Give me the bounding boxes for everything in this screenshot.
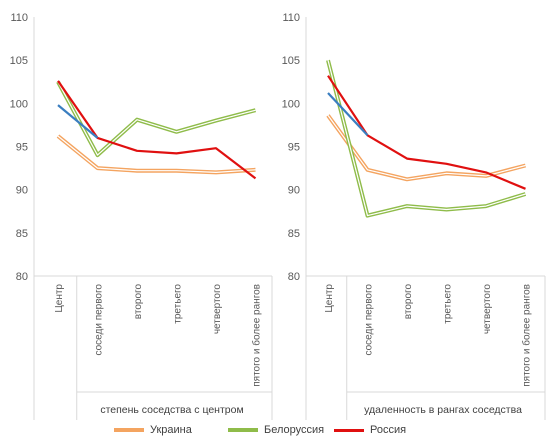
group-label: степень соседства с центром bbox=[100, 404, 243, 416]
y-tick-label: 95 bbox=[16, 142, 28, 154]
y-tick-label: 110 bbox=[282, 12, 300, 24]
series-line-1-inner bbox=[327, 60, 526, 217]
y-tick-label: 110 bbox=[10, 12, 28, 24]
x-tick-label: Центр bbox=[324, 284, 335, 313]
legend-label-ukraine: Украина bbox=[150, 424, 192, 436]
x-tick-label: Центр bbox=[54, 284, 65, 313]
blue-series-line bbox=[57, 104, 99, 139]
series-line-1-inner bbox=[57, 81, 256, 156]
x-tick-label: четвертого bbox=[482, 284, 493, 335]
charts-svg: 80 85 90 95 100 105 110 Центр соседи первого втор… bbox=[10, 12, 546, 420]
blue-series-line bbox=[327, 92, 369, 137]
legend-label-belarus: Белоруссия bbox=[264, 424, 325, 436]
y-tick-label: 105 bbox=[282, 55, 300, 67]
legend-label-russia: Россия bbox=[370, 424, 407, 436]
legend-item-ukraine: Украина bbox=[114, 420, 192, 440]
x-tick-label: пятого и более рангов bbox=[521, 284, 533, 387]
series-line-0 bbox=[56, 134, 256, 175]
y-tick-label: 85 bbox=[288, 228, 300, 240]
x-tick-label: второго bbox=[403, 284, 414, 320]
series-line-2 bbox=[57, 80, 257, 180]
x-tick-label: третьего bbox=[443, 284, 454, 324]
y-tick-label: 100 bbox=[10, 98, 28, 110]
y-tick-label: 90 bbox=[288, 185, 300, 197]
series-line-2 bbox=[327, 75, 526, 190]
y-tick-label: 80 bbox=[16, 271, 28, 283]
legend-swatch-belarus bbox=[228, 428, 258, 435]
y-tick-label: 95 bbox=[288, 142, 300, 154]
group-label: удаленность в рангах соседства bbox=[364, 404, 522, 416]
series-line-1 bbox=[326, 59, 527, 218]
x-tick-label: третьего bbox=[173, 284, 184, 324]
legend-swatch-ukraine bbox=[114, 428, 144, 435]
legend-item-russia: Россия bbox=[334, 420, 406, 440]
x-tick-label: четвертого bbox=[212, 284, 223, 335]
x-tick-label: пятого и более рангов bbox=[251, 284, 263, 387]
y-tick-label: 105 bbox=[10, 55, 28, 67]
x-tick-label: соседи первого bbox=[364, 284, 375, 356]
legend-swatch-russia bbox=[334, 428, 364, 432]
x-tick-label: соседи первого bbox=[94, 284, 105, 356]
y-tick-label: 90 bbox=[16, 185, 28, 197]
y-tick-label: 85 bbox=[16, 228, 28, 240]
legend-item-belarus: Белоруссия bbox=[228, 420, 324, 440]
x-tick-label: второго bbox=[133, 284, 144, 320]
legend: Украина Белоруссия Россия bbox=[0, 420, 547, 440]
y-tick-label: 100 bbox=[282, 98, 300, 110]
y-tick-label: 80 bbox=[288, 271, 300, 283]
series-line-0-inner bbox=[57, 135, 256, 173]
